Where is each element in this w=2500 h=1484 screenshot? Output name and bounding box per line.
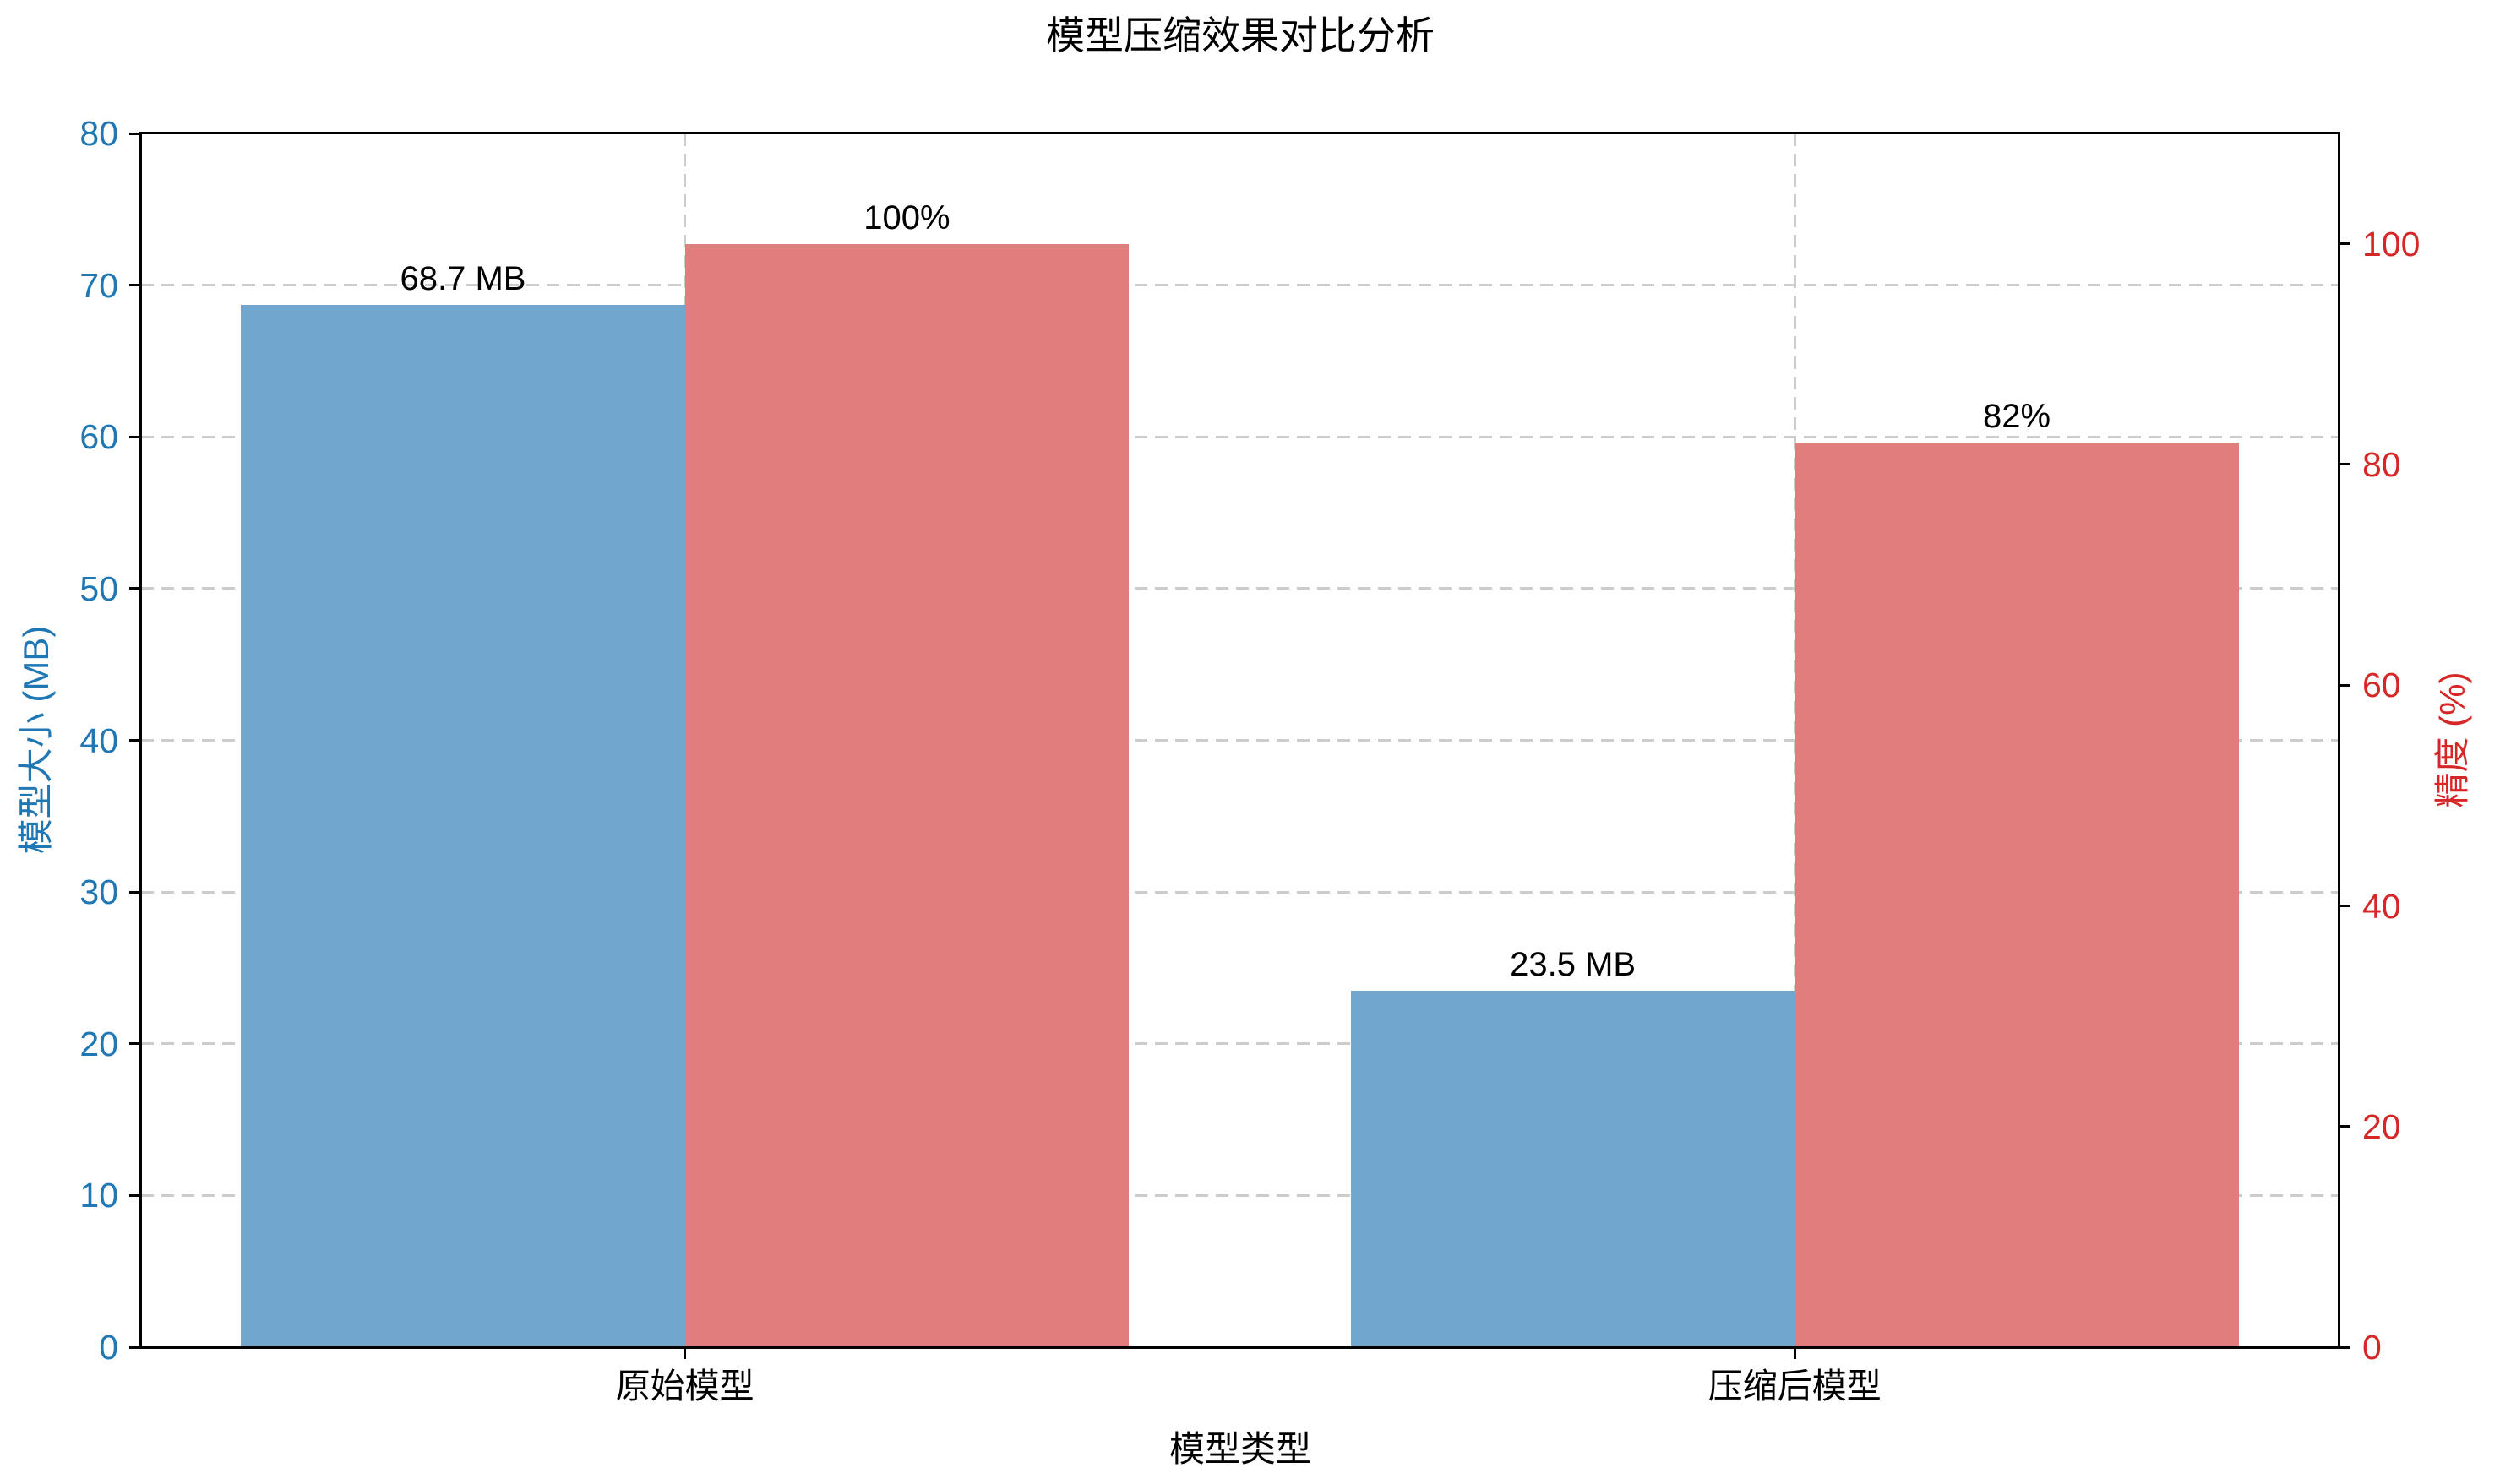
- x-tick-mark: [684, 1347, 687, 1359]
- accuracy-bar: [1795, 442, 2239, 1347]
- left-tick-label: 80: [79, 114, 118, 153]
- right-tick-label: 100: [2362, 224, 2421, 264]
- right-tick-mark: [2339, 683, 2350, 687]
- left-tick-mark: [129, 890, 141, 894]
- left-tick-mark: [129, 1193, 141, 1197]
- left-tick-mark: [129, 435, 141, 438]
- size-value-label: 23.5 MB: [1510, 945, 1637, 983]
- right-tick-mark: [2339, 905, 2350, 907]
- right-tick-label: 40: [2362, 886, 2401, 926]
- left-tick-label: 30: [79, 872, 118, 912]
- h-gridline: [141, 587, 2339, 590]
- accuracy-bar: [684, 243, 1130, 1347]
- left-tick-mark: [129, 739, 141, 742]
- right-tick-label: 20: [2362, 1106, 2401, 1146]
- accuracy-value-label: 100%: [863, 198, 950, 236]
- h-gridline: [141, 890, 2339, 894]
- left-tick-mark: [129, 587, 141, 590]
- right-tick-mark: [2339, 463, 2350, 466]
- h-gridline: [141, 1042, 2339, 1046]
- axes-frame: [139, 132, 2340, 1349]
- right-tick-label: 60: [2362, 666, 2401, 705]
- h-gridline: [141, 435, 2339, 438]
- left-tick-label: 40: [79, 720, 118, 760]
- left-tick-mark: [129, 1345, 141, 1349]
- left-tick-label: 50: [79, 568, 118, 608]
- h-gridline: [141, 739, 2339, 742]
- left-tick-mark: [129, 132, 141, 135]
- left-tick-label: 60: [79, 417, 118, 457]
- right-tick-mark: [2339, 1125, 2350, 1128]
- size-bar: [241, 305, 685, 1347]
- size-value-label: 68.7 MB: [400, 260, 526, 297]
- left-tick-mark: [129, 1042, 141, 1046]
- left-tick-mark: [129, 284, 141, 287]
- size-bar: [1350, 990, 1795, 1347]
- x-tick-label: 原始模型: [615, 1367, 754, 1405]
- chart-title: 模型压缩效果对比分析: [1046, 14, 1435, 57]
- h-gridline: [141, 1193, 2339, 1197]
- accuracy-value-label: 82%: [1982, 397, 2051, 435]
- h-gridline: [141, 284, 2339, 287]
- left-tick-label: 70: [79, 265, 118, 305]
- x-tick-mark: [1793, 1347, 1796, 1359]
- x-axis-label: 模型类型: [1168, 1429, 1311, 1469]
- right-tick-mark: [2339, 1345, 2350, 1349]
- right-tick-label: 80: [2362, 444, 2401, 484]
- left-tick-label: 20: [79, 1024, 118, 1063]
- left-tick-label: 0: [99, 1328, 118, 1367]
- left-tick-label: 10: [79, 1176, 118, 1215]
- right-tick-label: 0: [2362, 1328, 2382, 1367]
- x-tick-label: 压缩后模型: [1708, 1367, 1882, 1405]
- right-tick-mark: [2339, 242, 2350, 246]
